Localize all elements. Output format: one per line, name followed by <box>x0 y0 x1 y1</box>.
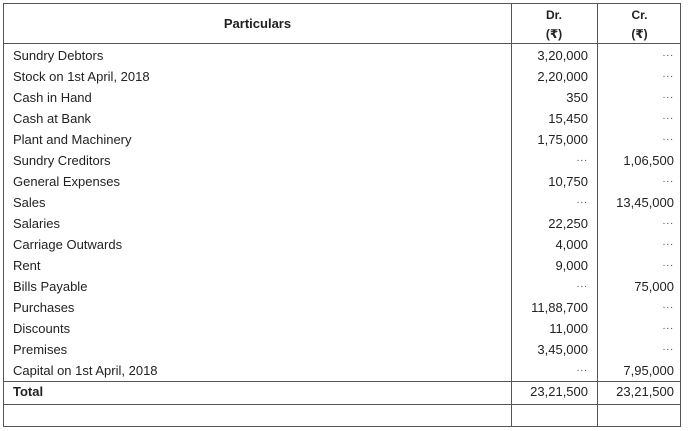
row-dr-amount: 11,88,700 <box>531 300 588 315</box>
header-dr: Dr. (₹) <box>511 6 597 44</box>
table-row: Cash in Hand 350... <box>4 88 682 109</box>
header-rule <box>4 43 680 44</box>
row-particular: Cash in Hand <box>13 90 92 105</box>
row-dr-amount: 3,20,000 <box>537 48 588 63</box>
row-particular: Purchases <box>13 300 75 315</box>
row-dr-amount: 9,000 <box>555 258 588 273</box>
row-cr-amount: 75,000 <box>634 279 674 294</box>
header-cr-unit: (₹) <box>631 27 648 41</box>
table-row: Purchases 11,88,700... <box>4 298 682 319</box>
row-cr-amount: ... <box>662 174 674 185</box>
row-dr-amount: 2,20,000 <box>537 69 588 84</box>
row-dr-amount: ... <box>576 195 588 206</box>
row-cr-amount: ... <box>662 90 674 101</box>
table-row: General Expenses 10,750... <box>4 172 682 193</box>
row-cr-amount: 1,06,500 <box>623 153 674 168</box>
row-cr-amount: ... <box>662 342 674 353</box>
row-cr-amount: ... <box>662 300 674 311</box>
row-particular: Stock on 1st April, 2018 <box>13 69 150 84</box>
total-dr: 23,21,500 <box>530 384 588 399</box>
row-cr-amount: 7,95,000 <box>623 363 674 378</box>
column-divider-cr <box>597 4 598 426</box>
row-cr-amount: ... <box>662 258 674 269</box>
table-row: Sales... 13,45,000 <box>4 193 682 214</box>
row-particular: Bills Payable <box>13 279 88 294</box>
table-row: Rent 9,000... <box>4 256 682 277</box>
header-dr-label: Dr. <box>545 8 562 22</box>
row-particular: Sales <box>13 195 46 210</box>
row-cr-amount: ... <box>662 132 674 143</box>
column-divider-dr <box>511 4 512 426</box>
table-row: Sundry Debtors 3,20,000... <box>4 46 682 67</box>
row-dr-amount: 1,75,000 <box>537 132 588 147</box>
total-row: Total 23,21,500 23,21,500 <box>4 382 682 403</box>
total-top-rule <box>4 381 680 382</box>
trial-balance-table: Particulars Dr. (₹) Cr. (₹) Sundry Debto… <box>3 3 681 427</box>
row-dr-amount: 3,45,000 <box>537 342 588 357</box>
total-cr: 23,21,500 <box>616 384 674 399</box>
row-dr-amount: 15,450 <box>548 111 588 126</box>
row-cr-amount: ... <box>662 237 674 248</box>
table-row: Carriage Outwards 4,000... <box>4 235 682 256</box>
header-dr-unit: (₹) <box>545 27 563 41</box>
row-dr-amount: ... <box>576 363 588 374</box>
row-particular: Discounts <box>13 321 71 336</box>
row-dr-amount: 4,000 <box>555 237 588 252</box>
table-row: Stock on 1st April, 2018 2,20,000... <box>4 67 682 88</box>
row-cr-amount: 13,45,000 <box>616 195 674 210</box>
table-row: Bills Payable... 75,000 <box>4 277 682 298</box>
row-dr-amount: 350 <box>566 90 588 105</box>
table-row: Premises 3,45,000... <box>4 340 682 361</box>
table-row: Salaries 22,250... <box>4 214 682 235</box>
row-dr-amount: 22,250 <box>548 216 588 231</box>
table-row: Cash at Bank 15,450... <box>4 109 682 130</box>
row-dr-amount: ... <box>576 279 588 290</box>
row-particular: Sundry Creditors <box>13 153 111 168</box>
row-particular: Salaries <box>13 216 60 231</box>
row-particular: Premises <box>13 342 68 357</box>
row-particular: Cash at Bank <box>13 111 92 126</box>
row-dr-amount: ... <box>576 153 588 164</box>
header-particulars: Particulars <box>223 16 292 31</box>
row-dr-amount: 10,750 <box>548 174 588 189</box>
table-row: Sundry Creditors... 1,06,500 <box>4 151 682 172</box>
table-row: Plant and Machinery 1,75,000... <box>4 130 682 151</box>
row-cr-amount: ... <box>662 321 674 332</box>
row-particular: General Expenses <box>13 174 120 189</box>
row-particular: Sundry Debtors <box>13 48 104 63</box>
row-particular: Carriage Outwards <box>13 237 123 252</box>
row-dr-amount: 11,000 <box>549 321 588 336</box>
table-row: Capital on 1st April, 2018... 7,95,000 <box>4 361 682 382</box>
row-cr-amount: ... <box>662 69 674 80</box>
row-cr-amount: ... <box>662 48 674 59</box>
row-cr-amount: ... <box>662 111 674 122</box>
header-cr-label: Cr. <box>631 8 648 22</box>
total-bottom-rule <box>4 404 680 405</box>
table-row: Discounts 11,000... <box>4 319 682 340</box>
row-particular: Rent <box>13 258 41 273</box>
row-cr-amount: ... <box>662 216 674 227</box>
total-label: Total <box>13 384 44 399</box>
header-cr: Cr. (₹) <box>597 6 682 44</box>
row-particular: Capital on 1st April, 2018 <box>13 363 158 378</box>
row-particular: Plant and Machinery <box>13 132 132 147</box>
